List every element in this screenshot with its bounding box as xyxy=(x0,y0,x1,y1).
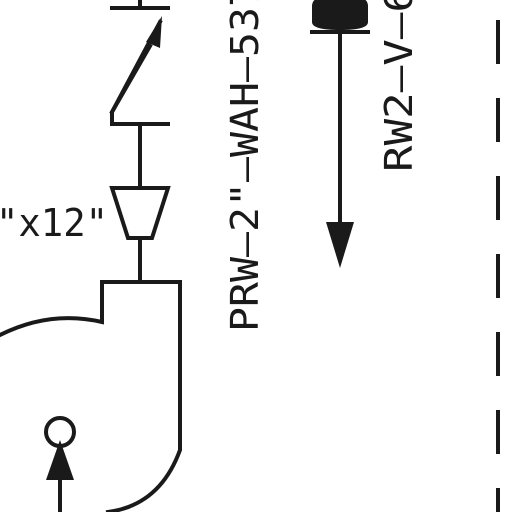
valve-body-icon xyxy=(312,0,368,30)
flow-arrow-down-icon xyxy=(326,222,354,268)
pipe-size-label: "x12" xyxy=(0,201,108,245)
inlet-nozzle xyxy=(44,416,76,512)
check-valve-symbol xyxy=(109,16,163,122)
flow-arrow-up-icon xyxy=(46,440,74,480)
vent-line xyxy=(310,0,370,268)
pump-casing-outline xyxy=(0,280,182,512)
line-number-rw2-label: RW2–V–6 xyxy=(377,0,421,172)
line-number-prw-label: PRW–2"–WAH–537 xyxy=(223,0,267,332)
valve-arrow-head-icon xyxy=(146,16,162,48)
reducer-symbol xyxy=(109,186,171,240)
main-pipe-line xyxy=(110,0,170,284)
